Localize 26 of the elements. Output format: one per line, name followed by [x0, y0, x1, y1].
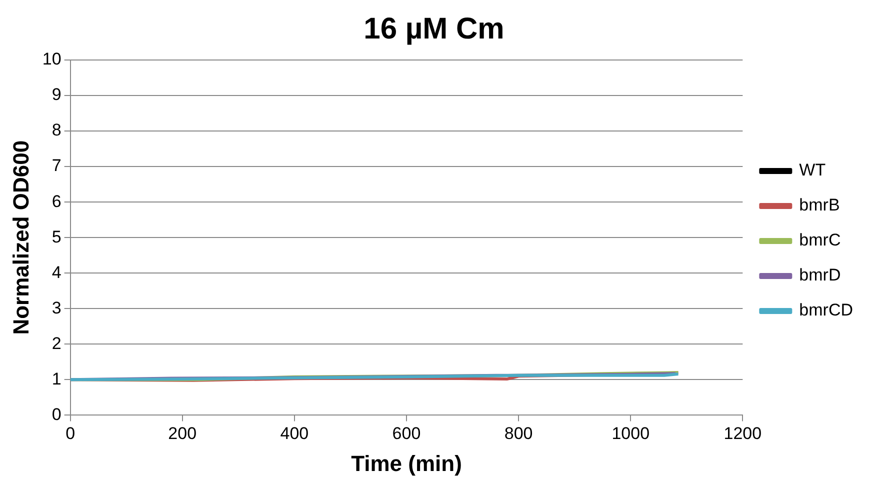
- y-tick-label: 0: [52, 404, 62, 424]
- legend-label: WT: [799, 160, 826, 180]
- x-tick-label: 1200: [724, 424, 762, 444]
- y-tick-label: 4: [52, 262, 62, 282]
- y-tick-label: 5: [52, 227, 62, 246]
- x-tick-label: 0: [66, 424, 76, 444]
- x-tick-label: 600: [392, 424, 421, 444]
- y-tick-label: 1: [52, 369, 62, 388]
- x-tick-label: 200: [168, 424, 197, 444]
- y-axis-title: Normalized OD600: [8, 140, 34, 335]
- x-axis-title: Time (min): [351, 450, 462, 476]
- legend-label: bmrCD: [799, 300, 854, 320]
- x-tick-label: 1000: [612, 424, 650, 444]
- legend-label: bmrC: [799, 230, 841, 250]
- y-tick-label: 10: [42, 50, 62, 69]
- legend-label: bmrB: [799, 196, 840, 215]
- y-tick-label: 8: [52, 120, 62, 140]
- y-tick-label: 3: [52, 298, 62, 318]
- y-tick-label: 7: [52, 156, 62, 176]
- x-tick-label: 800: [504, 424, 533, 444]
- legend-label: bmrD: [799, 266, 841, 285]
- y-tick-label: 9: [52, 85, 62, 104]
- chart-title: 16 µM Cm: [364, 12, 504, 46]
- y-tick-label: 6: [52, 192, 62, 211]
- y-tick-label: 2: [52, 334, 62, 353]
- x-tick-label: 400: [280, 424, 309, 444]
